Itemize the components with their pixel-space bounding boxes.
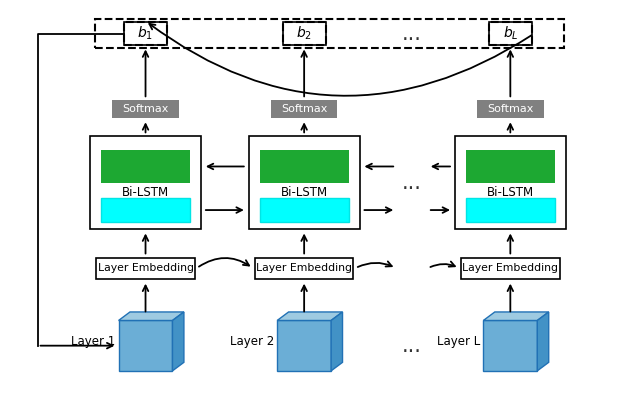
FancyBboxPatch shape [248, 136, 360, 230]
FancyBboxPatch shape [466, 198, 555, 222]
FancyBboxPatch shape [124, 22, 167, 46]
Text: ...: ... [402, 173, 422, 193]
FancyBboxPatch shape [97, 257, 195, 279]
Polygon shape [483, 312, 548, 320]
FancyBboxPatch shape [90, 136, 201, 230]
Polygon shape [118, 320, 173, 371]
Text: $b_{2}$: $b_{2}$ [296, 25, 312, 42]
Polygon shape [483, 320, 538, 371]
FancyBboxPatch shape [101, 198, 190, 222]
Text: ...: ... [402, 24, 422, 44]
Polygon shape [331, 312, 342, 371]
FancyBboxPatch shape [260, 150, 349, 183]
FancyBboxPatch shape [255, 257, 353, 279]
Text: Layer 2: Layer 2 [230, 335, 274, 348]
FancyBboxPatch shape [466, 150, 555, 183]
FancyBboxPatch shape [477, 101, 543, 118]
Text: Bi-LSTM: Bi-LSTM [122, 186, 169, 199]
Text: Layer Embedding: Layer Embedding [256, 263, 352, 273]
Polygon shape [538, 312, 548, 371]
Text: Layer L: Layer L [437, 335, 480, 348]
FancyBboxPatch shape [271, 101, 337, 118]
Text: Softmax: Softmax [122, 104, 169, 114]
Text: Layer 1: Layer 1 [71, 335, 115, 348]
Text: Layer Embedding: Layer Embedding [462, 263, 558, 273]
Polygon shape [277, 312, 342, 320]
Text: Softmax: Softmax [487, 104, 534, 114]
Text: ...: ... [402, 336, 422, 356]
FancyBboxPatch shape [489, 22, 532, 46]
FancyBboxPatch shape [260, 198, 349, 222]
FancyBboxPatch shape [455, 136, 566, 230]
Text: Softmax: Softmax [281, 104, 327, 114]
Text: Layer Embedding: Layer Embedding [97, 263, 193, 273]
Text: Bi-LSTM: Bi-LSTM [280, 186, 328, 199]
Polygon shape [173, 312, 184, 371]
Polygon shape [118, 312, 184, 320]
Text: Bi-LSTM: Bi-LSTM [487, 186, 534, 199]
FancyBboxPatch shape [283, 22, 326, 46]
FancyBboxPatch shape [101, 150, 190, 183]
FancyBboxPatch shape [461, 257, 559, 279]
Text: $b_{1}$: $b_{1}$ [138, 25, 154, 42]
FancyBboxPatch shape [112, 101, 179, 118]
Text: $b_{L}$: $b_{L}$ [502, 25, 518, 42]
Polygon shape [277, 320, 331, 371]
